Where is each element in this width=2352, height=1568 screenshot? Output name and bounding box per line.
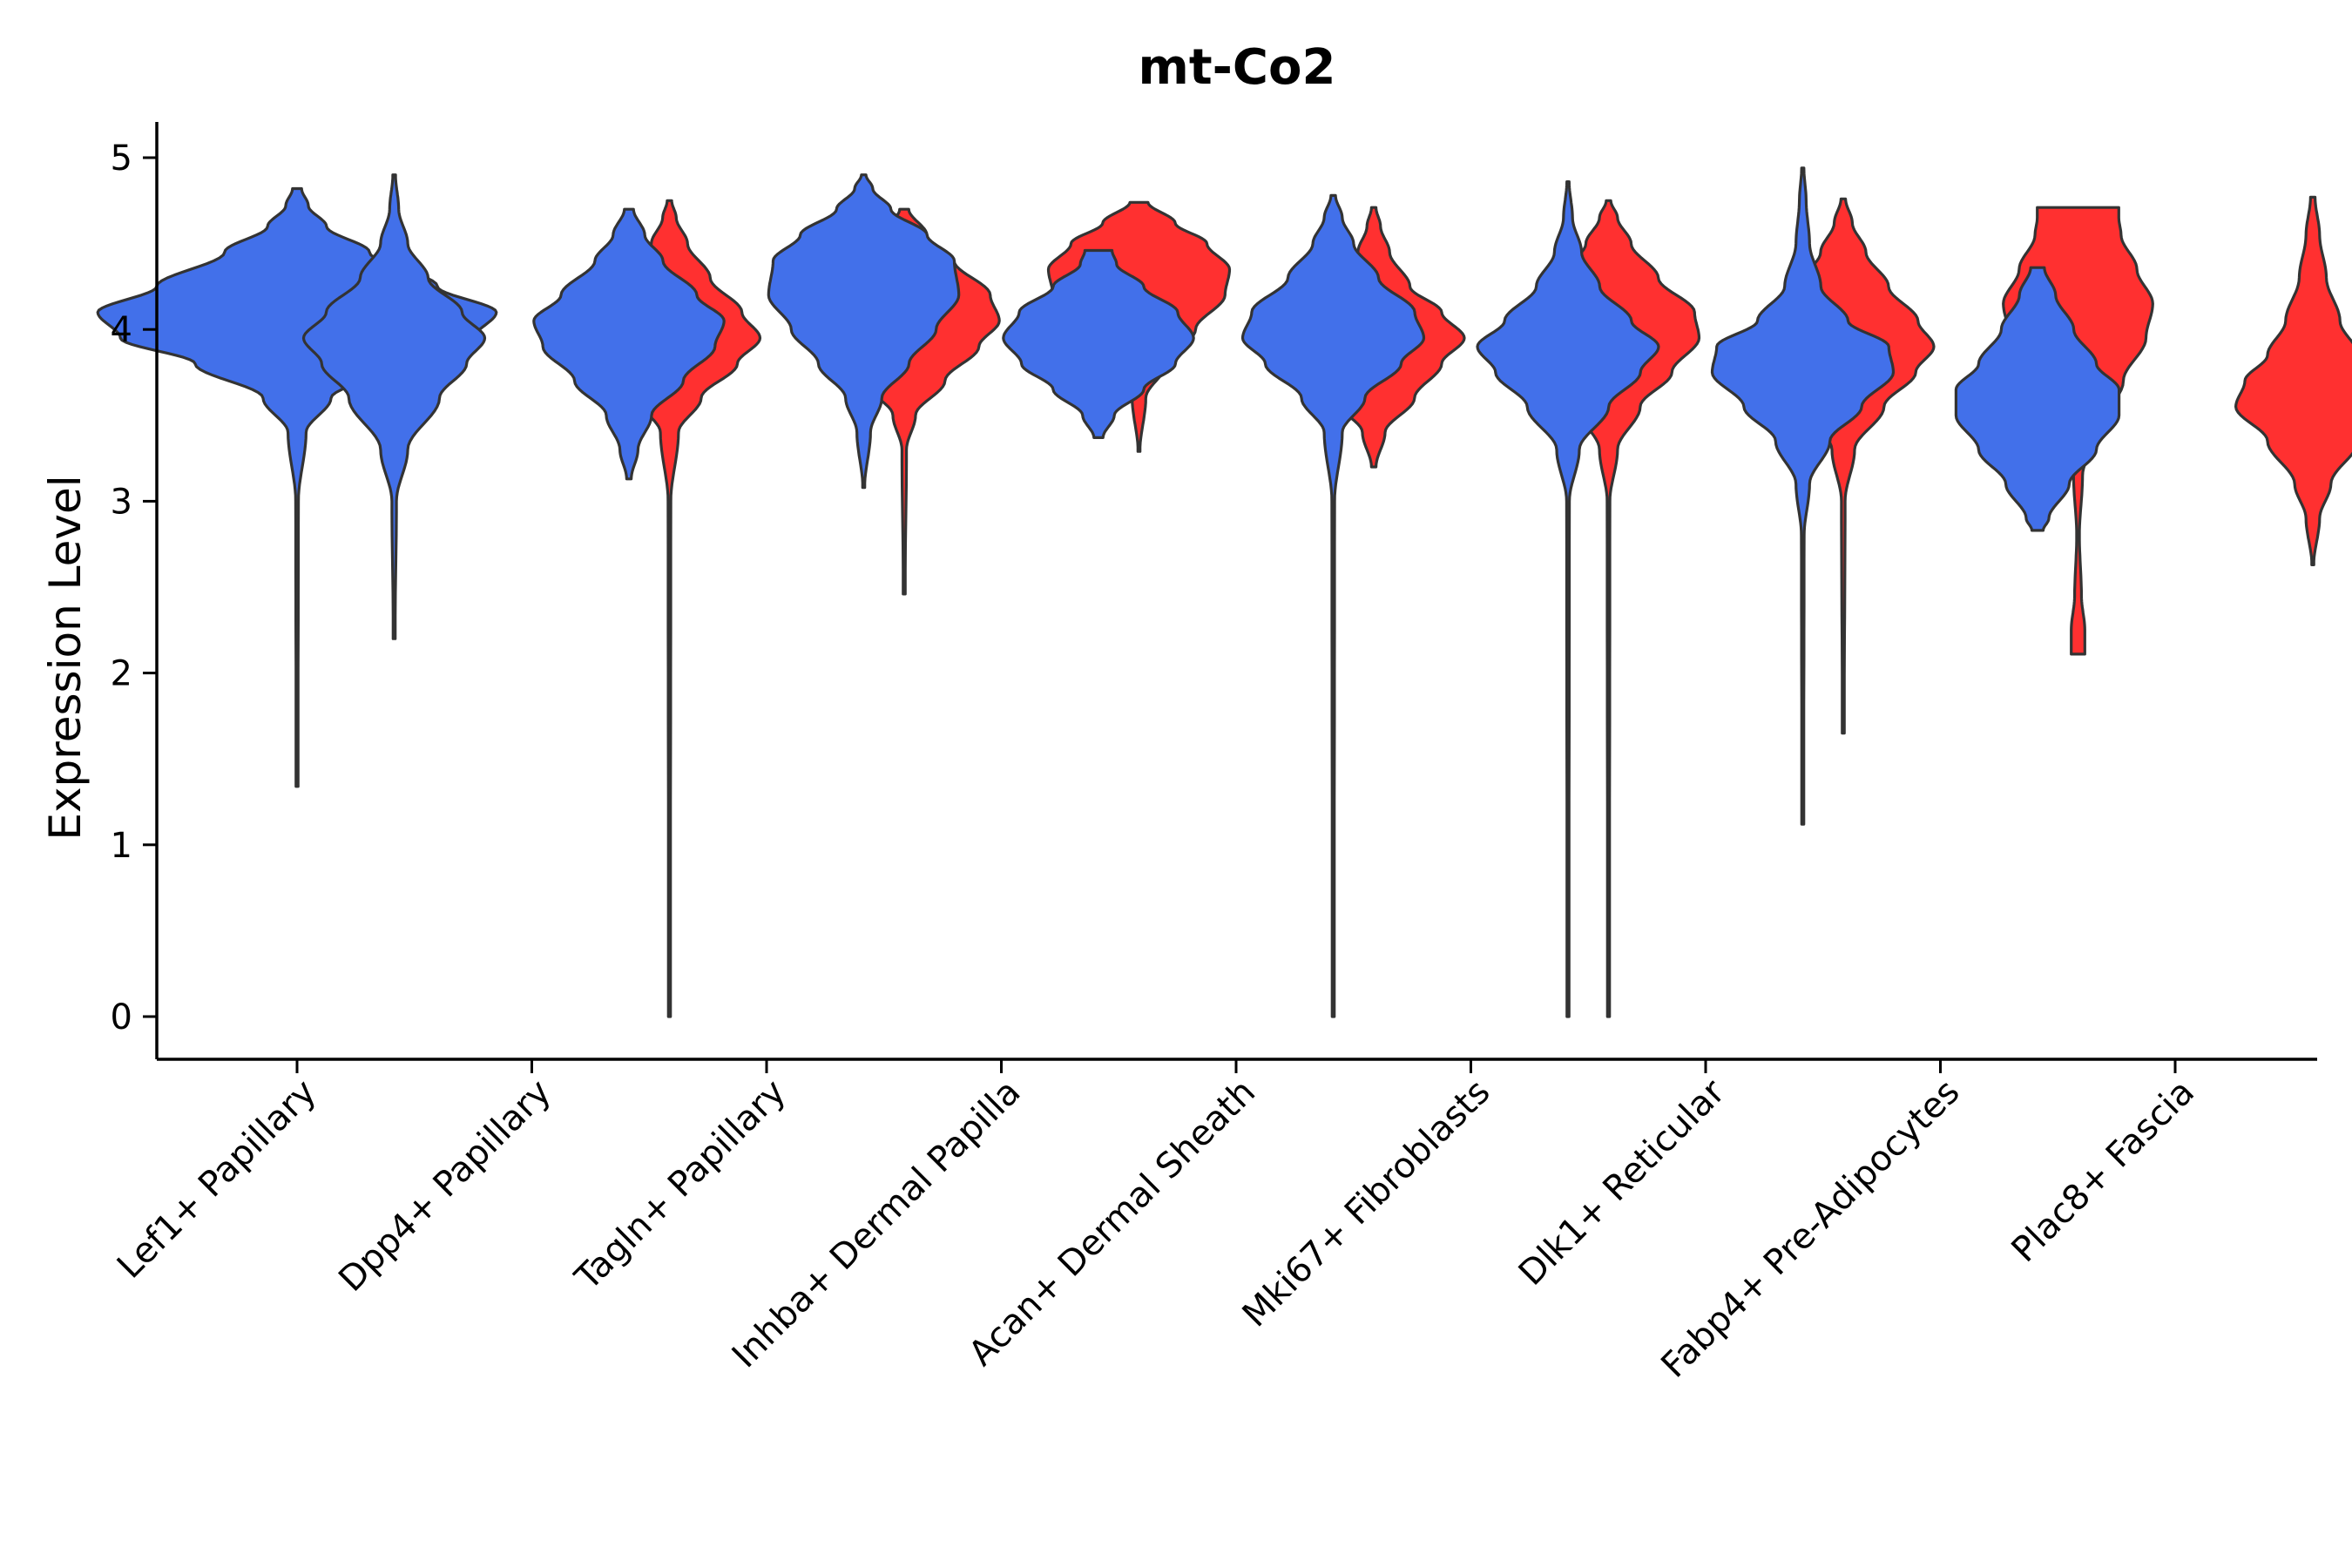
y-axis-label: Expression Level: [40, 475, 91, 840]
y-tick-label-4: 4: [111, 310, 132, 350]
x-tick-label-dlk1-reticular: Dlk1+ Reticular: [1511, 1071, 1734, 1294]
violins-layer: [96, 166, 2352, 1018]
y-tick-label-2: 2: [111, 654, 132, 694]
y-tick-label-5: 5: [111, 139, 132, 179]
violin-plac8-fascia-group-a: [1954, 266, 2121, 532]
violin-dlk1-reticular-group-b: [1751, 197, 1936, 735]
x-tick-label-tagln-papillary: Tagln+ Papillary: [567, 1072, 794, 1299]
violin-mki67-fibroblasts-group-a: [1240, 193, 1426, 1018]
violin-tagln-papillary-group-a: [532, 207, 726, 481]
y-tick-label-3: 3: [111, 482, 132, 522]
violin-fabp4-pre-adipocytes-group-a: [1710, 166, 1896, 826]
y-tick-label-1: 1: [111, 826, 132, 866]
y-tick-label-0: 0: [111, 997, 132, 1037]
x-tick-label-dpp4-papillary: Dpp4+ Papillary: [331, 1072, 558, 1300]
violin-dpp4-papillary-group-a: [301, 173, 487, 640]
violin-dlk1-reticular-group-a: [1476, 180, 1660, 1018]
x-tick-label-plac8-fascia: Plac8+ Fascia: [2004, 1072, 2203, 1271]
x-tick-label-lef1-papillary: Lef1+ Papillary: [110, 1072, 324, 1287]
chart-title: mt-Co2: [1139, 39, 1336, 96]
violin-plac8-fascia-group-b: [2234, 195, 2352, 566]
violin-acan-dermal-sheath-group-a: [1002, 248, 1195, 439]
violin-inhba-dermal-papilla-group-a: [767, 173, 961, 490]
x-tick-label-mki67-fibroblasts: Mki67+ Fibroblasts: [1235, 1072, 1498, 1335]
